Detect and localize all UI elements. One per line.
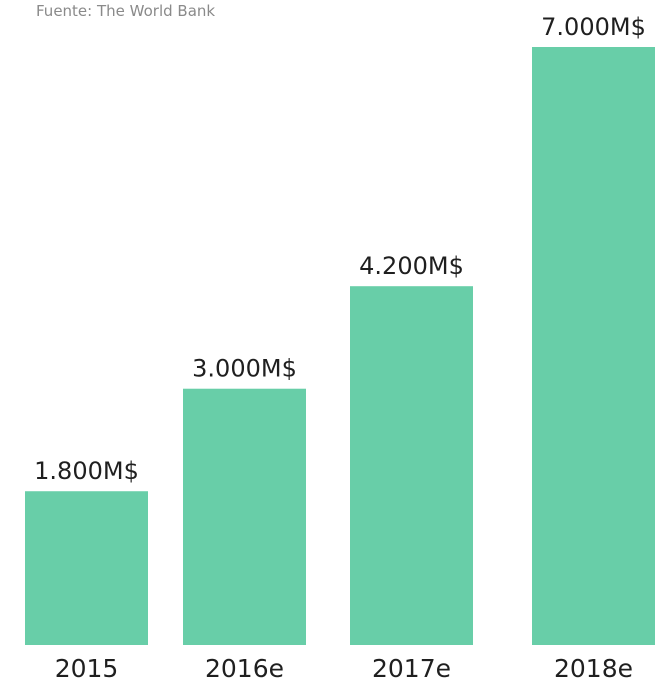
data-label-2016e: 3.000M$: [192, 355, 297, 383]
bar-2015: [25, 491, 148, 645]
bar-2018e: [532, 47, 655, 645]
x-tick-label-2016e: 2016e: [205, 654, 284, 683]
data-label-2017e: 4.200M$: [359, 252, 464, 280]
bar-2017e: [350, 286, 473, 645]
source-note: Fuente: The World Bank: [36, 2, 216, 20]
bar-2016e: [183, 388, 306, 645]
x-tick-label-2018e: 2018e: [554, 654, 633, 683]
x-tick-label-2015: 2015: [55, 654, 119, 683]
data-label-2018e: 7.000M$: [541, 13, 646, 41]
x-tick-label-2017e: 2017e: [372, 654, 451, 683]
data-label-2015: 1.800M$: [34, 457, 139, 485]
